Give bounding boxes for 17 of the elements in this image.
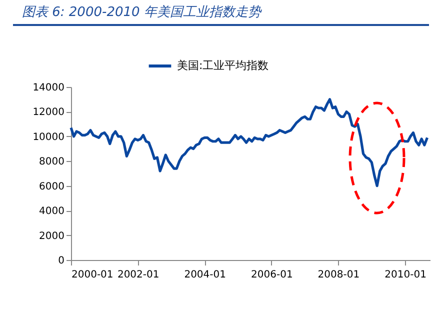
chart-title: 图表 6: 2000-2010 年美国工业指数走势 bbox=[22, 4, 261, 21]
x-tick-label: 2010-01 bbox=[384, 270, 426, 280]
y-tick-label: 0 bbox=[58, 256, 64, 266]
legend-label: 美国:工业平均指数 bbox=[177, 59, 269, 72]
y-tick-label: 10000 bbox=[32, 132, 64, 143]
y-tick-label: 4000 bbox=[39, 206, 64, 218]
x-tick-label: 2000-01 bbox=[72, 270, 114, 280]
x-tick-label: 2008-01 bbox=[318, 270, 360, 280]
x-tick-label: 2006-01 bbox=[251, 270, 293, 280]
y-tick-label: 14000 bbox=[32, 82, 64, 94]
y-tick-label: 12000 bbox=[32, 107, 64, 118]
x-tick-label: 2004-01 bbox=[184, 270, 226, 280]
x-tick-label: 2002-01 bbox=[117, 270, 160, 280]
y-tick-label: 6000 bbox=[39, 181, 64, 192]
y-tick-label: 2000 bbox=[39, 230, 64, 242]
y-tick-label: 8000 bbox=[39, 156, 64, 168]
line-series bbox=[70, 98, 429, 188]
